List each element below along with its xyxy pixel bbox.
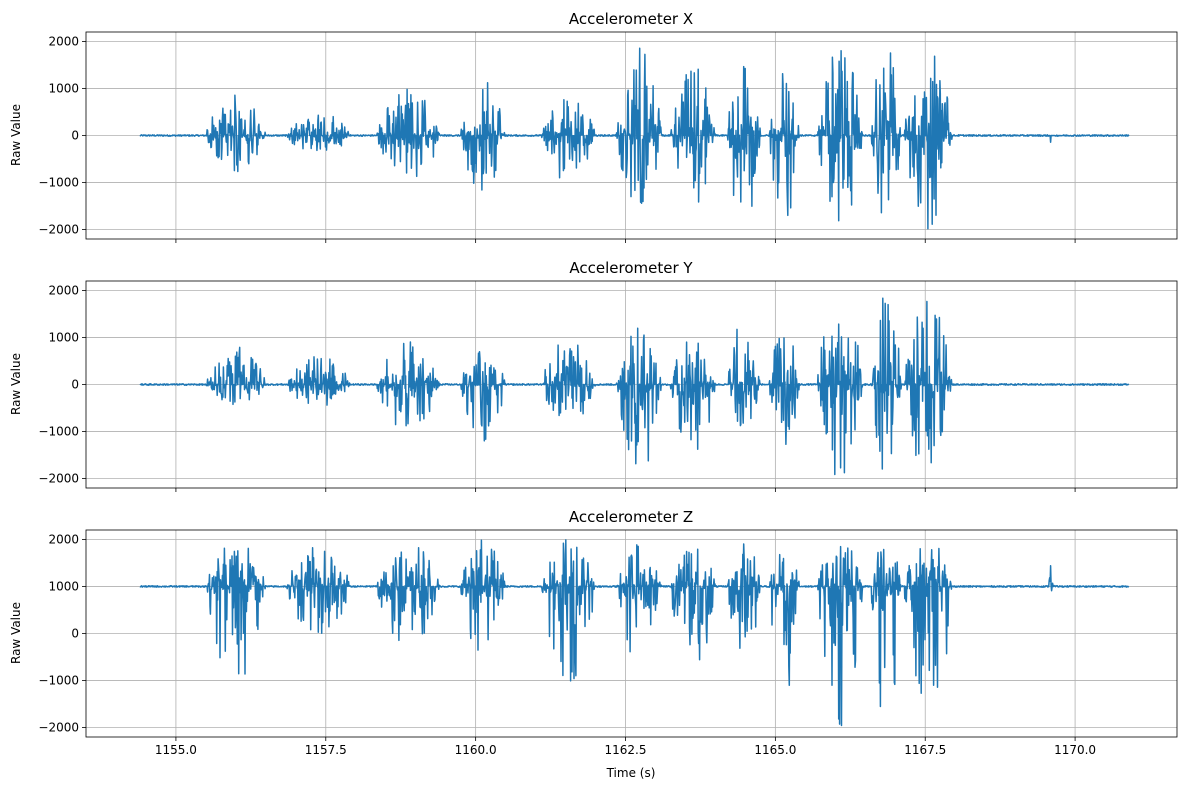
y-tick-label: 2000 [48,283,79,297]
subplot-accel-y: Accelerometer Y Raw Value 2000 1000 0 −1000… [9,259,1178,492]
y-tick-label: −2000 [38,223,79,237]
subplot-accel-x: Accelerometer X Raw Value 2000 1000 0 −1000… [9,10,1178,243]
y-tick-label: 1000 [48,330,79,344]
y-tick-label: 0 [71,627,79,641]
x-tick-label: 1157.5 [305,743,347,757]
subplot-title: Accelerometer Z [569,508,693,526]
x-tick-label: 1165.0 [754,743,796,757]
x-tick-label: 1155.0 [155,743,197,757]
x-tick-label: 1167.5 [904,743,946,757]
y-tick-label: −1000 [38,674,79,688]
y-tick-label: −2000 [38,721,79,735]
y-tick-label: −1000 [38,425,79,439]
x-axis-label: Time (s) [606,766,656,780]
subplot-title: Accelerometer X [569,10,693,28]
data-series-line [139,297,1130,476]
axes-frame [85,529,1178,738]
y-tick-label: 1000 [48,579,79,593]
y-tick-label: −2000 [38,472,79,486]
y-tick-label: 0 [71,378,79,392]
y-axis-label: Raw Value [9,602,23,664]
subplot-title: Accelerometer Y [569,259,693,277]
y-tick-label: −1000 [38,176,79,190]
y-tick-label: 2000 [48,34,79,48]
subplot-accel-z: Accelerometer Z Raw Value Time (s) 1155.… [9,508,1178,780]
y-tick-label: 2000 [48,532,79,546]
x-tick-label: 1170.0 [1054,743,1096,757]
y-tick-label: 0 [71,129,79,143]
x-tick-label: 1162.5 [605,743,647,757]
x-tick-label: 1160.0 [455,743,497,757]
axes-frame [85,31,1178,240]
axes-frame [85,280,1178,489]
y-axis-label: Raw Value [9,353,23,415]
data-series-line [139,47,1130,230]
y-axis-label: Raw Value [9,104,23,166]
data-series-line [139,539,1130,727]
y-tick-label: 1000 [48,81,79,95]
